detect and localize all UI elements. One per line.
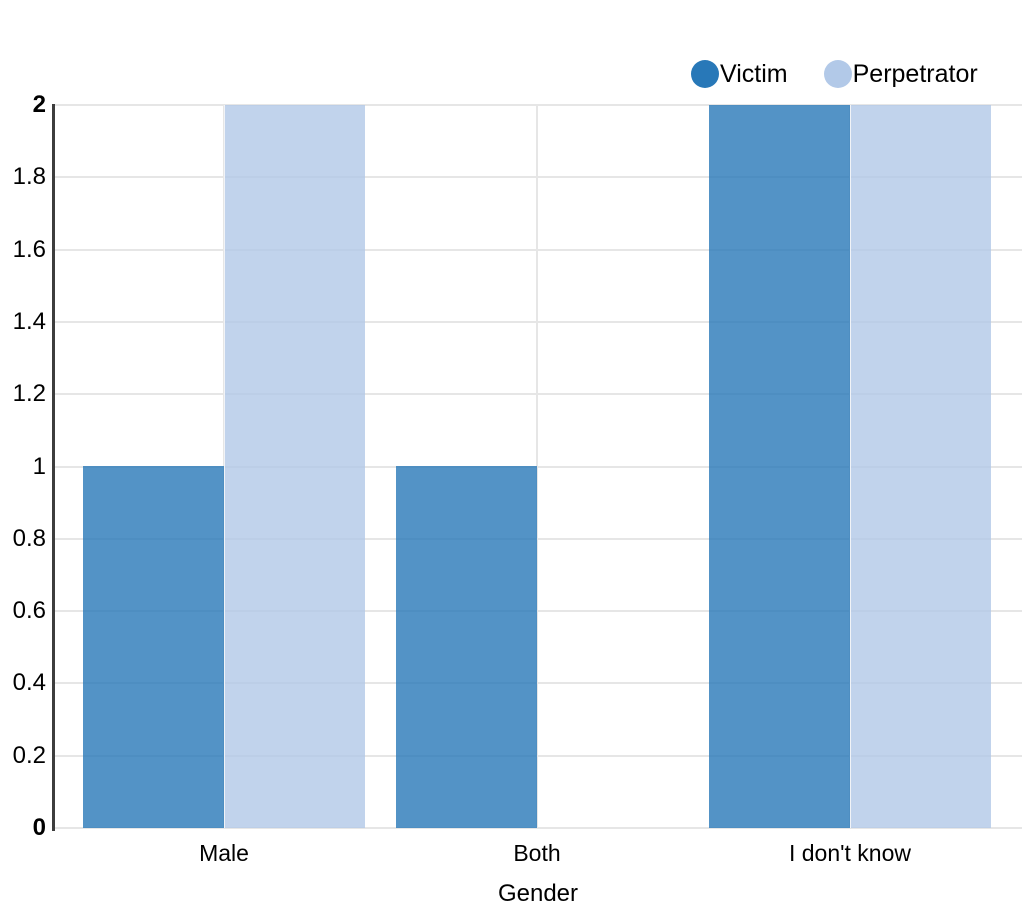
x-category-label-i-don-t-know: I don't know	[788, 840, 912, 866]
y-tick-label-0.4: 0.4	[12, 669, 46, 697]
y-tick-label-1.2: 1.2	[12, 380, 46, 408]
bar-victim-both[interactable]	[396, 466, 537, 828]
y-tick-label-1.8: 1.8	[12, 163, 46, 191]
bar-perpetrator-i-don-t-know[interactable]	[850, 105, 991, 828]
legend-label: Perpetrator	[852, 60, 978, 88]
x-category-label-both: Both	[513, 840, 561, 866]
legend-marker-circle-icon	[823, 60, 852, 88]
bar-perpetrator-male[interactable]	[224, 105, 365, 828]
plot-area	[55, 104, 1022, 829]
gridline-y-1	[55, 465, 1022, 468]
gridline-y-1.6	[55, 248, 1022, 251]
y-tick-label-1.4: 1.4	[12, 307, 46, 335]
gridline-y-1.4	[55, 320, 1022, 323]
y-tick-label-2: 2	[32, 91, 46, 118]
chart-legend: Victim Perpetrator	[691, 60, 978, 88]
bar-victim-male[interactable]	[83, 466, 224, 828]
y-tick-label-0.8: 0.8	[12, 524, 46, 552]
gridline-y-2	[55, 104, 1022, 106]
y-tick-label-0.2: 0.2	[12, 741, 46, 769]
gridline-y-0.2	[55, 754, 1022, 757]
x-category-label-male: Male	[199, 840, 249, 866]
legend-item-victim[interactable]: Victim	[691, 60, 788, 88]
bar-victim-i-don-t-know[interactable]	[709, 105, 850, 828]
gridline-y-0.8	[55, 537, 1022, 540]
y-axis-line	[52, 104, 55, 831]
gridline-y-0.6	[55, 610, 1022, 613]
y-tick-label-0: 0	[32, 814, 46, 841]
gridline-y-1.8	[55, 176, 1022, 179]
gridline-y-0.4	[55, 682, 1022, 685]
y-tick-label-0.6: 0.6	[12, 597, 46, 625]
y-tick-label-1.6: 1.6	[12, 235, 46, 263]
x-axis-title: Gender	[497, 880, 579, 907]
y-tick-label-1: 1	[32, 452, 46, 480]
legend-marker-circle-icon	[691, 60, 719, 88]
legend-label: Victim	[720, 60, 788, 88]
gridline-y-1.2	[55, 393, 1022, 396]
legend-item-perpetrator[interactable]: Perpetrator	[823, 60, 978, 88]
gridline-y-0	[55, 827, 1022, 829]
